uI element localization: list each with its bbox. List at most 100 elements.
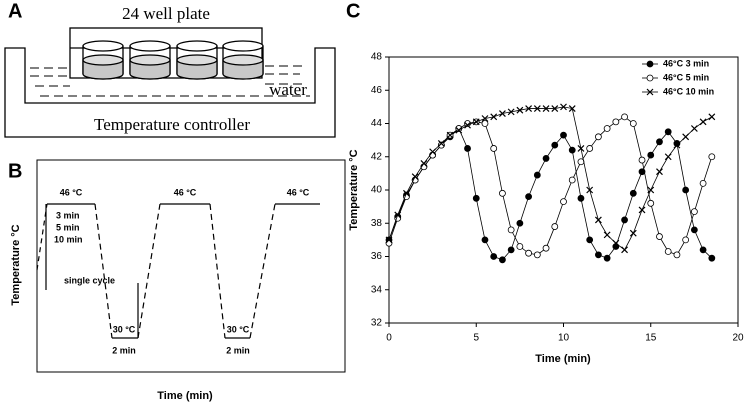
point [481, 120, 489, 127]
point [621, 246, 628, 254]
x-axis-title: Time (min) [157, 390, 213, 402]
point [699, 246, 707, 254]
point [586, 186, 594, 194]
point [420, 159, 428, 167]
point [551, 105, 559, 112]
legend-label: 46°C 10 min [663, 86, 714, 96]
point [516, 243, 524, 250]
point [560, 131, 567, 139]
series-line [388, 106, 713, 251]
y-axis-title: Temperature °C [10, 224, 22, 305]
series [385, 125, 716, 264]
plate-label: 24 well plate [122, 4, 210, 23]
point [499, 110, 506, 117]
series-line [388, 127, 713, 261]
point [437, 141, 445, 149]
point [664, 248, 672, 255]
point [533, 251, 541, 259]
point [568, 146, 576, 154]
point [612, 239, 620, 247]
point [594, 216, 602, 224]
well-rim [176, 40, 218, 52]
point [656, 168, 663, 176]
hold-time: 3 min [56, 210, 80, 220]
point [647, 199, 655, 207]
point [568, 176, 576, 184]
point [664, 128, 672, 136]
point [603, 231, 611, 239]
cycle-waveform [36, 203, 320, 339]
point [472, 118, 480, 126]
point [638, 168, 646, 176]
point [525, 193, 532, 201]
low-time: 2 min [112, 345, 136, 355]
point [507, 246, 515, 254]
point [612, 118, 620, 126]
point [560, 198, 567, 206]
point [411, 173, 419, 181]
point [490, 253, 498, 260]
legend-label: 46°C 3 min [663, 58, 709, 68]
water-label: water [269, 80, 307, 99]
well-rim [222, 40, 264, 52]
point [464, 121, 471, 129]
point [525, 249, 532, 257]
high-temp: 46 °C [60, 187, 83, 197]
low-time: 2 min [226, 345, 250, 355]
point [586, 236, 594, 244]
point [690, 125, 698, 132]
point [507, 226, 515, 234]
point [516, 106, 524, 114]
point [542, 105, 550, 112]
point [629, 120, 637, 127]
x-tick-label: 10 [558, 333, 570, 344]
bath-diagram [4, 27, 336, 138]
well-rim [129, 40, 171, 52]
panel-label: C [346, 0, 360, 22]
point [385, 239, 393, 247]
point [621, 216, 628, 224]
point [629, 189, 637, 197]
panel-label: A [8, 0, 22, 22]
point [647, 151, 655, 159]
point [446, 131, 454, 139]
y-tick-label: 36 [371, 251, 383, 262]
y-axis-title: Temperature °C [348, 149, 360, 230]
point [708, 113, 716, 121]
point [682, 186, 690, 194]
point [690, 208, 698, 216]
point [568, 105, 576, 112]
x-tick-label: 0 [386, 333, 392, 344]
point [682, 236, 690, 244]
hold-time: 10 min [54, 234, 83, 244]
cycle-label: single cycle [64, 275, 115, 285]
point [603, 254, 611, 262]
legend-marker [646, 74, 654, 82]
liquid-surface [82, 54, 124, 66]
point [481, 115, 489, 122]
y-tick-label: 44 [371, 118, 383, 129]
point [664, 153, 672, 161]
point [673, 140, 681, 147]
point [525, 105, 533, 112]
point [490, 113, 498, 121]
y-tick-label: 42 [371, 151, 383, 162]
point [499, 256, 506, 264]
y-tick-label: 40 [371, 185, 383, 196]
point [394, 211, 402, 219]
point [429, 148, 437, 156]
y-tick-label: 34 [371, 284, 383, 295]
point [690, 226, 698, 234]
point [656, 233, 663, 240]
point [638, 206, 646, 214]
point [673, 251, 681, 259]
x-tick-label: 20 [732, 333, 744, 344]
point [577, 145, 585, 152]
y-tick-label: 38 [371, 218, 383, 229]
point [595, 251, 602, 259]
series [385, 103, 716, 254]
low-temp: 30 °C [227, 324, 250, 334]
point [560, 103, 567, 111]
point [533, 105, 541, 112]
